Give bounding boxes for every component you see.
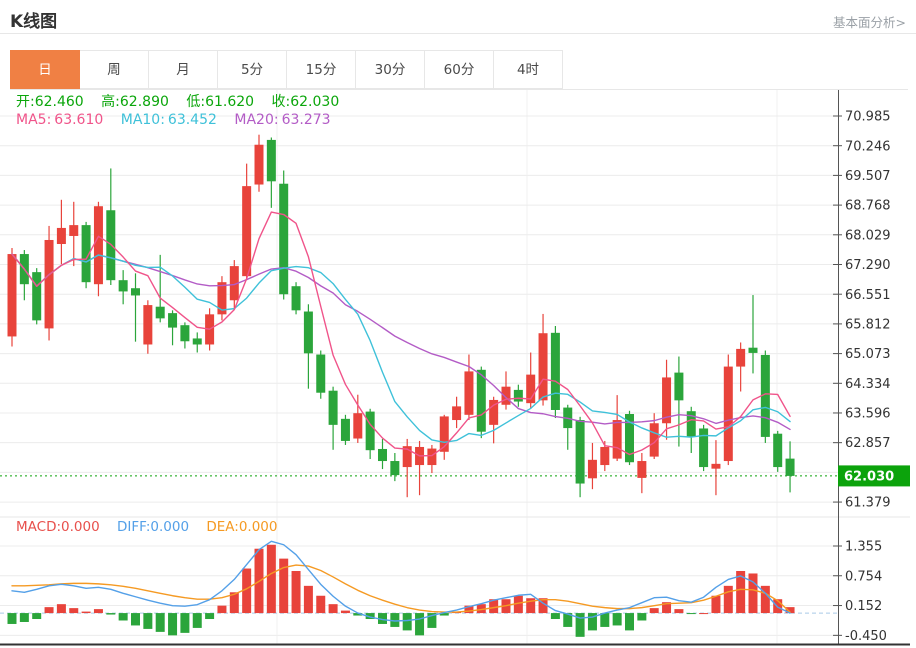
svg-text:67.290: 67.290 (845, 258, 891, 273)
svg-text:65.812: 65.812 (845, 317, 891, 332)
tab-5min[interactable]: 5分 (217, 50, 287, 89)
tab-15min[interactable]: 15分 (286, 50, 356, 89)
header-divider (0, 33, 916, 34)
tab-60min[interactable]: 60分 (424, 50, 494, 89)
svg-text:66.551: 66.551 (845, 288, 891, 303)
svg-text:63.596: 63.596 (845, 407, 891, 422)
svg-text:69.507: 69.507 (845, 169, 891, 184)
interval-tab-bar: 日周月 5分 15分 30分 60分 4时 (10, 50, 908, 90)
svg-text:0.152: 0.152 (845, 599, 882, 614)
svg-text:1.355: 1.355 (845, 540, 882, 555)
page-title: K线图 (10, 12, 58, 32)
svg-text:68.768: 68.768 (845, 199, 891, 214)
tab-30min[interactable]: 30分 (355, 50, 425, 89)
tab-week[interactable]: 周 (79, 50, 149, 89)
svg-text:61.379: 61.379 (845, 496, 891, 511)
current-price-badge: 62.030 (844, 469, 894, 484)
svg-text:-0.450: -0.450 (845, 629, 887, 644)
fundamental-analysis-link[interactable]: 基本面分析> (833, 15, 906, 30)
chart-area: 70.985 70.246 69.507 68.768 68.029 67.290 66.5… (0, 90, 916, 648)
svg-text:65.073: 65.073 (845, 347, 891, 362)
svg-text:0.754: 0.754 (845, 569, 882, 584)
tab-4hour[interactable]: 4时 (493, 50, 563, 89)
tab-month[interactable]: 月 (148, 50, 218, 89)
svg-text:64.334: 64.334 (845, 377, 891, 392)
kline-candlestick-chart[interactable]: 70.985 70.246 69.507 68.768 68.029 67.290 66.5… (0, 90, 916, 648)
tab-day[interactable]: 日 (10, 50, 80, 89)
svg-text:68.029: 68.029 (845, 228, 891, 243)
svg-text:62.857: 62.857 (845, 436, 891, 451)
svg-text:70.246: 70.246 (845, 139, 891, 154)
svg-text:70.985: 70.985 (845, 110, 891, 125)
